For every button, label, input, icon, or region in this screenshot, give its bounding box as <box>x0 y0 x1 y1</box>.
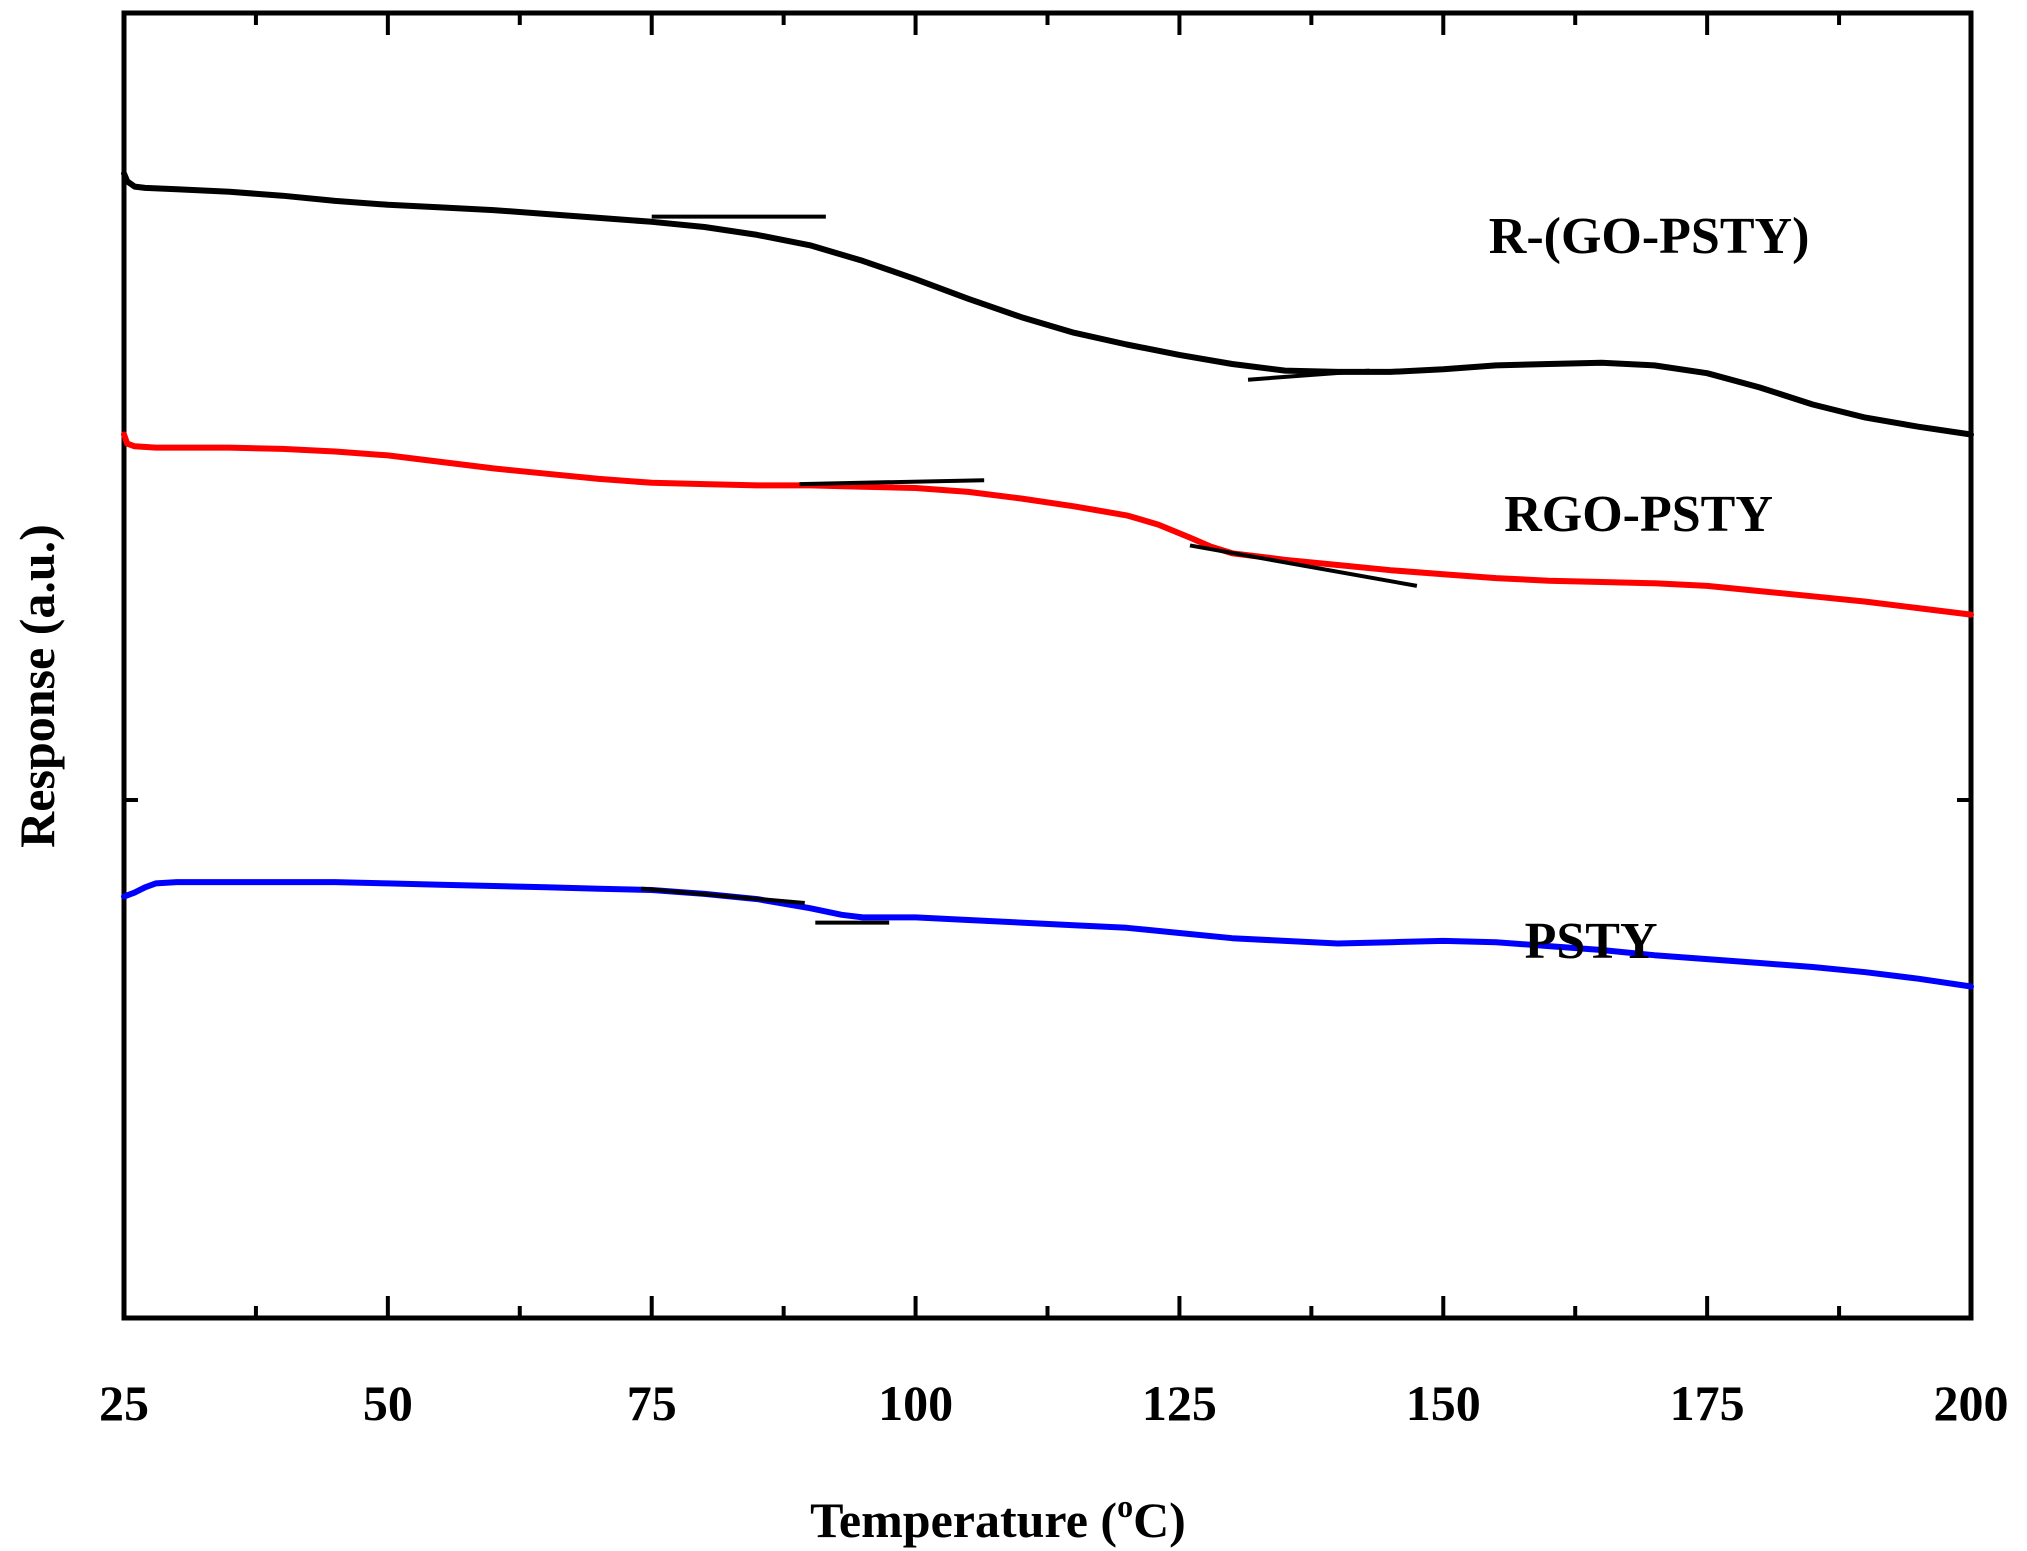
tangent-line <box>640 886 805 906</box>
x-tick-label: 50 <box>363 1375 413 1431</box>
tangent-line <box>1247 368 1370 382</box>
x-tick-label: 25 <box>99 1375 149 1431</box>
series-line-r-go-psty <box>121 170 1974 438</box>
series-lines <box>121 170 1974 990</box>
x-axis-label: Temperature (oC) <box>810 1488 1186 1548</box>
y-axis-label: Response (a.u.) <box>9 524 65 848</box>
tangent-lines <box>640 214 1418 925</box>
x-tick-label: 100 <box>878 1375 953 1431</box>
x-tick-label: 75 <box>627 1375 677 1431</box>
x-tick-label: 125 <box>1142 1375 1217 1431</box>
x-tick-label: 200 <box>1934 1375 2009 1431</box>
x-tick-label: 150 <box>1406 1375 1481 1431</box>
series-annotation: PSTY <box>1525 913 1658 970</box>
x-tick-label: 175 <box>1670 1375 1745 1431</box>
series-annotations: R-(GO-PSTY) RGO-PSTY PSTY <box>1489 208 1810 970</box>
series-annotation: R-(GO-PSTY) <box>1489 208 1810 265</box>
tangent-line <box>1189 543 1418 588</box>
series-line-rgo-psty <box>121 431 1974 618</box>
tangent-line <box>799 478 985 487</box>
series-line-psty <box>121 879 1974 990</box>
series-annotation: RGO-PSTY <box>1504 486 1773 543</box>
x-axis-ticks: 25 50 75 100 125 150 175 200 <box>99 13 2009 1431</box>
